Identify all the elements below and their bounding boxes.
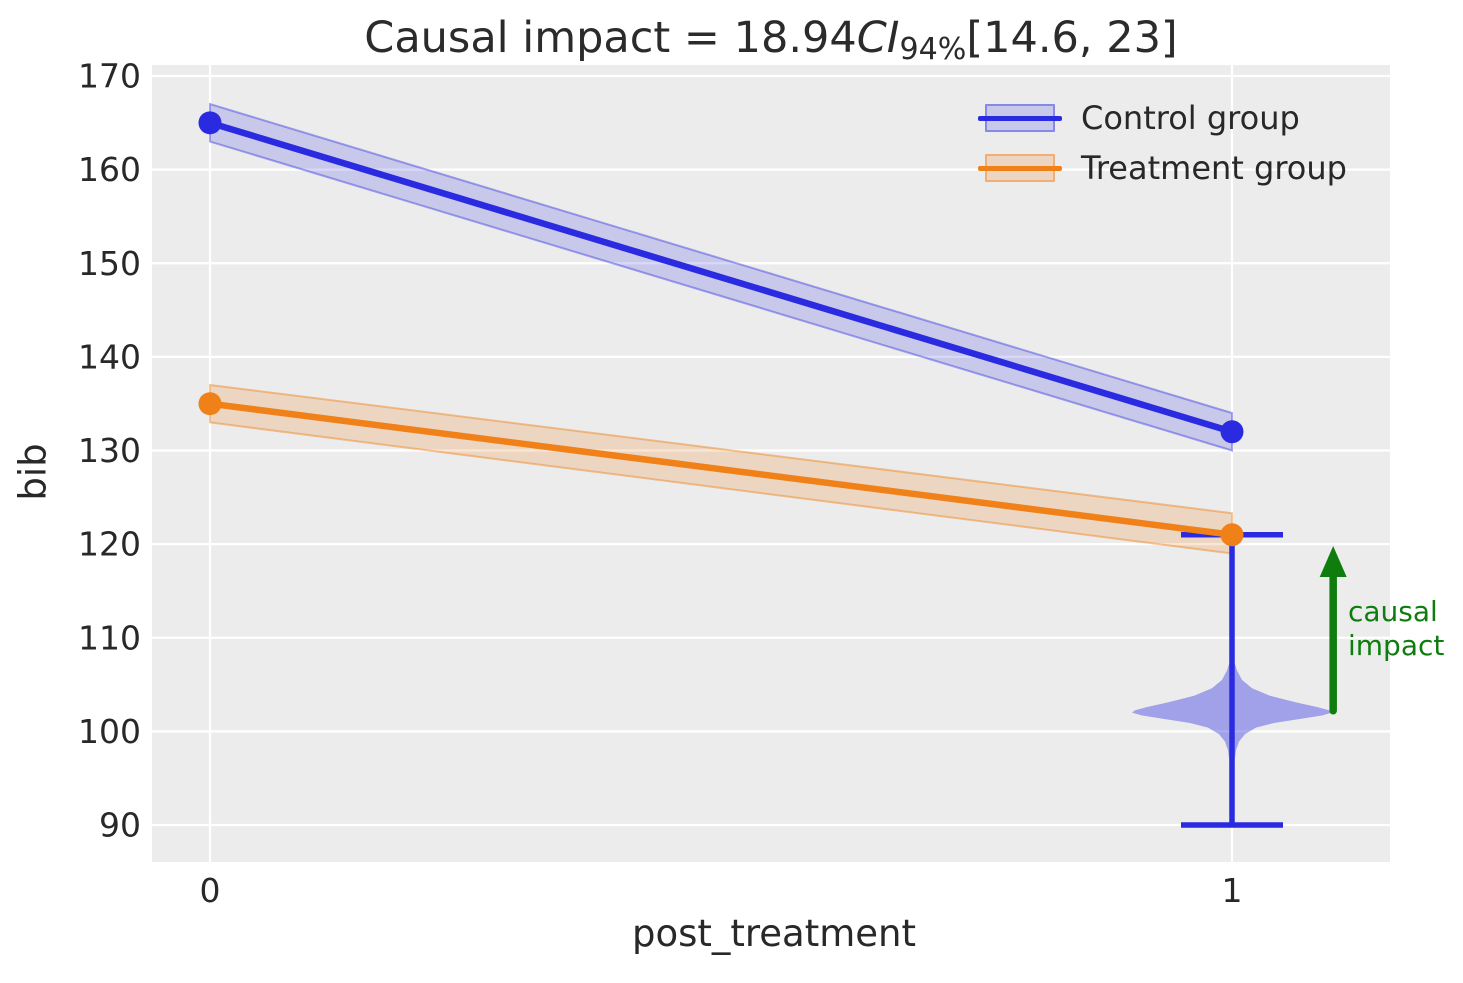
x-tick-label: 0 [200,871,221,910]
title-ci-subscript: 94% [899,32,967,68]
y-tick-label: 100 [78,712,141,751]
legend-item-treatment-group: Treatment group [978,146,1347,190]
causal-impact-annotation: causal impact [1348,595,1445,662]
legend-label-treatment: Treatment group [1081,149,1347,187]
treatment-point [198,392,222,416]
y-axis-label: bib [11,443,55,501]
impact-arrow-head-icon [1319,545,1347,577]
treatment-point [1220,523,1244,547]
y-tick-label: 120 [78,525,141,564]
control-point [1220,420,1244,444]
control-line [206,119,1236,436]
y-tick-label: 150 [78,244,141,283]
title-ci: CI [856,13,900,63]
x-axis-label: post_treatment [631,912,917,955]
title-interval: [14.6, 23] [966,13,1178,63]
y-tick-label: 140 [78,337,141,376]
treatment-group-swatch-icon [978,154,1062,182]
axes-background [152,65,1390,862]
control-line-swatch [978,115,1062,121]
title-prefix: Causal impact = 18.94 [364,13,857,63]
treatment-line [206,400,1236,539]
x-tick-label: 1 [1222,871,1243,910]
control-group-swatch-icon [978,104,1062,132]
legend: Control group Treatment group [978,96,1347,190]
y-tick-label: 110 [78,618,141,657]
y-tick-label: 170 [78,57,141,96]
chart-title: Causal impact = 18.94CI94%[14.6, 23] [364,13,1178,67]
control-point [198,111,222,135]
y-tick-label: 90 [99,806,141,845]
y-tick-label: 130 [78,431,141,470]
legend-label-control: Control group [1081,99,1300,137]
legend-item-control-group: Control group [978,96,1347,140]
y-tick-label: 160 [78,150,141,189]
treatment-line-swatch [978,165,1062,171]
